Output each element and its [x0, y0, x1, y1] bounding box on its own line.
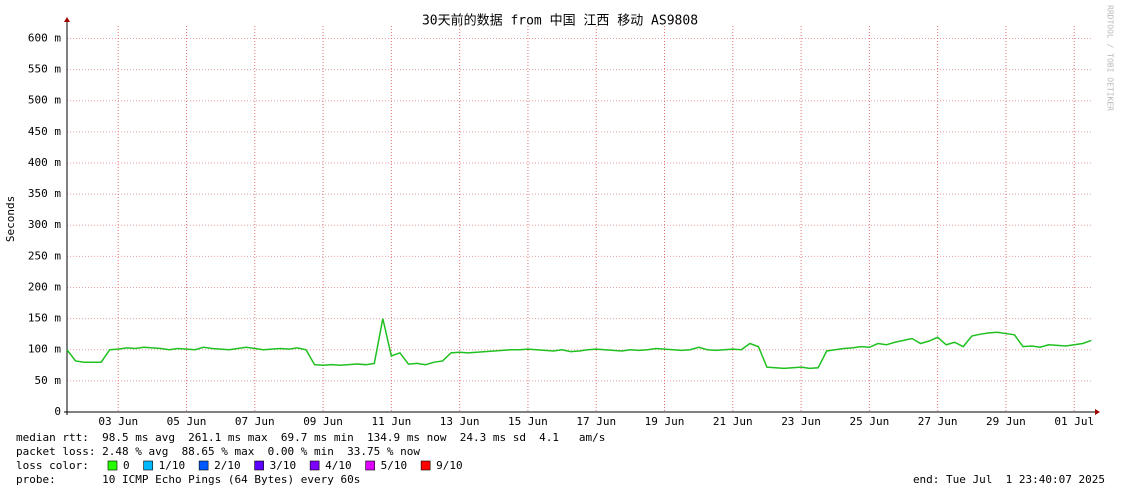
loss-swatch [420, 460, 431, 471]
x-tick-label: 15 Jun [508, 415, 548, 428]
loss-swatch [198, 460, 209, 471]
y-tick-label: 200 m [28, 280, 61, 293]
y-tick-label: 450 m [28, 125, 61, 138]
loss-swatch [107, 460, 118, 471]
loss-entry: 4/10 [325, 459, 352, 472]
loss-entry: 3/10 [270, 459, 297, 472]
x-tick-label: 09 Jun [303, 415, 343, 428]
x-tick-label: 25 Jun [849, 415, 889, 428]
loss-entry: 5/10 [381, 459, 408, 472]
x-tick-label: 05 Jun [167, 415, 207, 428]
x-tick-label: 29 Jun [986, 415, 1026, 428]
arrow [1095, 409, 1100, 415]
loss-entry: 0 [123, 459, 130, 472]
x-tick-label: 21 Jun [713, 415, 753, 428]
loss-swatch [143, 460, 153, 471]
y-tick-label: 400 m [28, 156, 61, 169]
loss-entry: 2/10 [214, 459, 241, 472]
median-line [66, 318, 1092, 370]
y-tick-label: 50 m [35, 374, 62, 387]
legend-line: median rtt: 98.5 ms avg 261.1 ms max 69.… [16, 431, 605, 444]
x-tick-label: 07 Jun [235, 415, 275, 428]
loss-swatch [309, 460, 320, 471]
legend-line: packet loss: 2.48 % avg 88.65 % max 0.00… [16, 445, 420, 458]
y-tick-label: 150 m [28, 312, 61, 325]
x-tick-label: 23 Jun [781, 415, 821, 428]
x-tick-label: 17 Jun [576, 415, 616, 428]
x-tick-label: 01 Jul [1054, 415, 1094, 428]
loss-entry: 9/10 [436, 459, 463, 472]
loss-entry: 1/10 [159, 459, 186, 472]
y-tick-label: 300 m [28, 218, 61, 231]
y-tick-label: 350 m [28, 187, 61, 200]
x-tick-label: 19 Jun [645, 415, 685, 428]
loss-label: loss color: [16, 459, 89, 472]
end-time: end: Tue Jul 1 23:40:07 2025 [913, 473, 1105, 486]
x-tick-label: 03 Jun [98, 415, 138, 428]
loss-swatch [365, 460, 375, 471]
x-tick-label: 13 Jun [440, 415, 480, 428]
x-tick-label: 11 Jun [371, 415, 411, 428]
y-tick-label: 100 m [28, 343, 61, 356]
y-tick-label: 600 m [28, 31, 61, 44]
y-tick-label: 500 m [28, 94, 61, 107]
probe: probe: 10 ICMP Echo Pings (64 Bytes) eve… [16, 473, 360, 486]
chart-title: 30天前的数据 from 中国 江西 移动 AS9808 [422, 13, 698, 29]
arrow [64, 17, 70, 22]
y-axis-label: Seconds [4, 196, 17, 242]
y-tick-label: 0 [54, 405, 61, 418]
loss-swatch [254, 460, 264, 471]
watermark: RRDTOOL / TOBI OETIKER [1106, 5, 1115, 111]
x-tick-label: 27 Jun [918, 415, 958, 428]
y-tick-label: 550 m [28, 63, 61, 76]
y-tick-label: 250 m [28, 249, 61, 262]
